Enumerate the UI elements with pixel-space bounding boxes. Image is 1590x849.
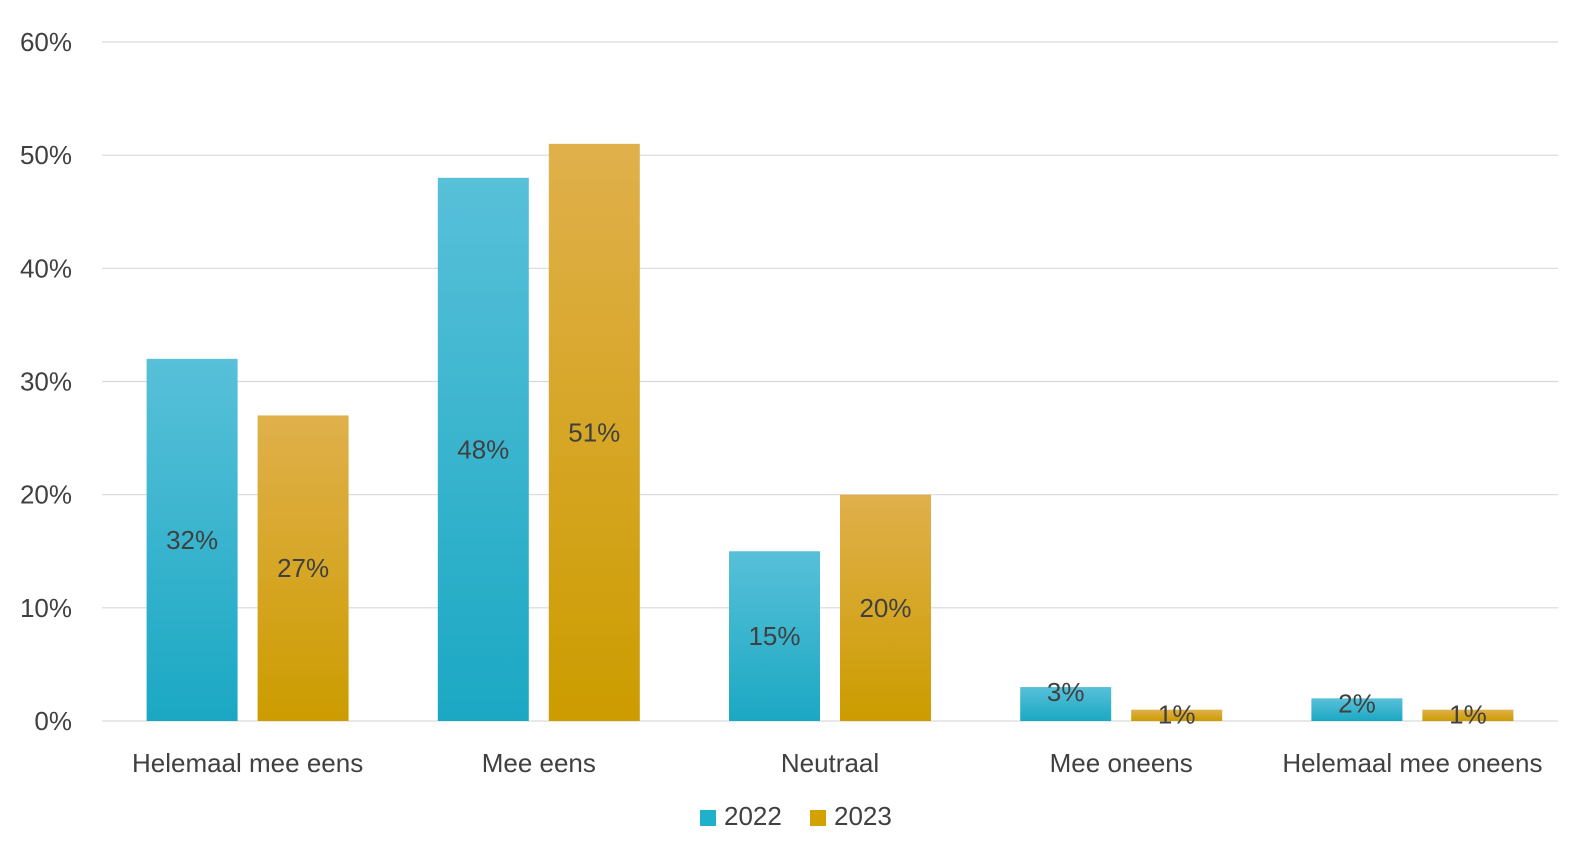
- x-axis-category-labels: Helemaal mee eens Mee eens Neutraal Mee one…: [132, 748, 1542, 778]
- data-labels: 32% 27% 48% 51% 15% 20% 3% 1% 2% 1%: [166, 417, 1487, 729]
- y-axis-tick-labels: 0% 10% 20% 30% 40% 50% 60%: [20, 27, 72, 736]
- bar-2023-1: [548, 143, 640, 722]
- bar-2022-2: [729, 551, 820, 721]
- data-label: 48%: [457, 434, 509, 464]
- y-tick-label: 30%: [20, 367, 72, 397]
- bar-2023-4: [1422, 709, 1514, 721]
- data-label: 27%: [277, 553, 329, 583]
- category-label: Helemaal mee eens: [132, 748, 363, 778]
- data-label: 20%: [859, 593, 911, 623]
- category-label: Mee eens: [482, 748, 596, 778]
- bar-2022-3: [1020, 687, 1112, 721]
- y-tick-label: 10%: [20, 593, 72, 623]
- data-label: 15%: [748, 621, 800, 651]
- y-tick-label: 40%: [20, 253, 72, 283]
- bar-2022-0: [146, 358, 238, 721]
- category-label: Mee oneens: [1050, 748, 1193, 778]
- data-label: 3%: [1047, 677, 1085, 707]
- legend-label-2022: 2022: [724, 801, 782, 831]
- data-label: 2%: [1338, 688, 1376, 718]
- y-tick-label: 20%: [20, 480, 72, 510]
- bar-2023-0: [257, 415, 349, 721]
- y-tick-label: 60%: [20, 27, 72, 57]
- legend-swatch-2022: [700, 810, 716, 826]
- data-label: 51%: [568, 417, 620, 447]
- bar-2023-3: [1131, 709, 1223, 721]
- y-tick-label: 50%: [20, 140, 72, 170]
- legend-swatch-2023: [810, 810, 826, 826]
- bar-2023-2: [840, 494, 931, 721]
- bar-2022-4: [1311, 698, 1403, 721]
- category-label: Neutraal: [781, 748, 879, 778]
- bar-2022-1: [437, 177, 529, 722]
- data-label: 1%: [1449, 700, 1487, 730]
- legend: 2022 2023: [700, 801, 892, 831]
- data-label: 1%: [1158, 700, 1196, 730]
- data-label: 32%: [166, 525, 218, 555]
- bars: [146, 143, 1514, 722]
- legend-label-2023: 2023: [834, 801, 892, 831]
- category-label: Helemaal mee oneens: [1282, 748, 1542, 778]
- y-tick-label: 0%: [34, 706, 72, 736]
